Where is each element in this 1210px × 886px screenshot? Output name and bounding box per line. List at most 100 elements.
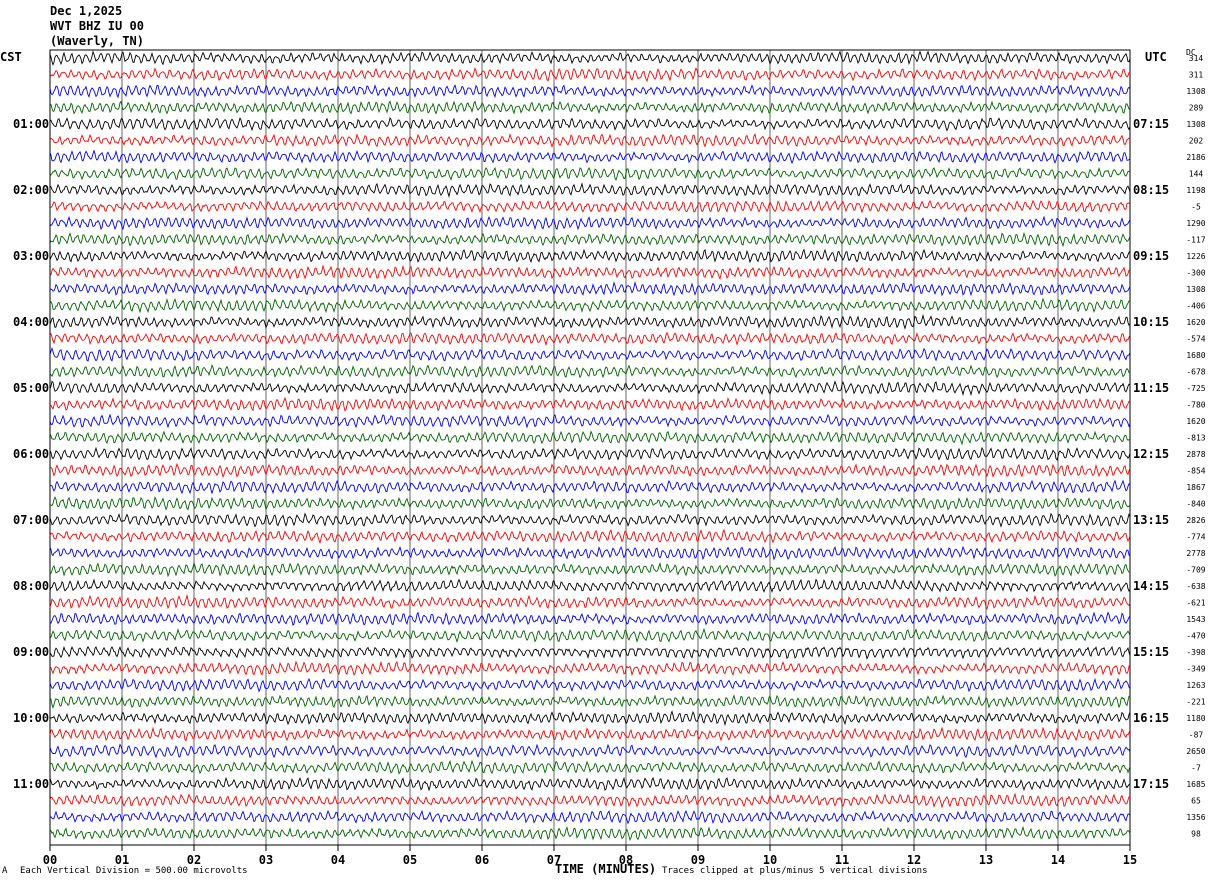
- dc-column-title: DC: [1186, 48, 1196, 57]
- seismic-trace: [49, 396, 1131, 412]
- dc-offset-label: 2826: [1186, 516, 1205, 525]
- seismic-trace: [49, 364, 1131, 379]
- x-tick-label: 02: [187, 853, 201, 867]
- x-tick-label: 15: [1123, 853, 1137, 867]
- utc-hour-label: 14:15: [1133, 579, 1169, 593]
- dc-offset-label: 144: [1189, 170, 1204, 179]
- dc-offset-label: 2186: [1186, 153, 1205, 162]
- seismic-trace: [49, 545, 1131, 561]
- seismic-trace: [49, 313, 1131, 330]
- cst-hour-label: 09:00: [13, 645, 49, 659]
- dc-offset-label: 1620: [1186, 318, 1205, 327]
- utc-hour-label: 11:15: [1133, 381, 1169, 395]
- x-tick-label: 01: [115, 853, 129, 867]
- x-axis-title: TIME (MINUTES): [555, 862, 657, 876]
- seismic-trace: [49, 726, 1131, 742]
- station-location: (Waverly, TN): [50, 34, 144, 48]
- dc-offset-label: -709: [1186, 566, 1205, 575]
- utc-hour-label: 07:15: [1133, 117, 1169, 131]
- x-tick-label: 06: [475, 853, 489, 867]
- utc-hour-label: 17:15: [1133, 777, 1169, 791]
- dc-offset-label: -221: [1186, 698, 1205, 707]
- dc-offset-label: 1180: [1186, 714, 1205, 723]
- dc-offset-label: 1620: [1186, 417, 1205, 426]
- dc-offset-label: -7: [1191, 764, 1201, 773]
- dc-offset-label: -470: [1186, 632, 1205, 641]
- seismic-trace: [49, 297, 1131, 314]
- dc-offset-label: 289: [1189, 104, 1204, 113]
- seismic-trace: [49, 67, 1131, 83]
- seismic-trace: [49, 446, 1131, 462]
- seismic-trace: [49, 759, 1131, 775]
- x-tick-label: 12: [907, 853, 921, 867]
- utc-hour-label: 12:15: [1133, 447, 1169, 461]
- cst-hour-label: 02:00: [13, 183, 49, 197]
- dc-offset-label: 1680: [1186, 351, 1205, 360]
- seismic-trace: [49, 593, 1131, 610]
- seismic-trace: [49, 825, 1131, 842]
- dc-offset-label: -300: [1186, 269, 1205, 278]
- dc-offset-label: -87: [1189, 731, 1204, 740]
- utc-hour-label: 08:15: [1133, 183, 1169, 197]
- seismic-trace: [49, 462, 1131, 479]
- seismic-trace: [49, 496, 1131, 511]
- seismic-trace: [49, 611, 1131, 626]
- seismic-trace: [49, 331, 1131, 347]
- seismic-trace: [49, 710, 1131, 727]
- seismic-trace: [49, 215, 1131, 231]
- cst-hour-label: 10:00: [13, 711, 49, 725]
- dc-offset-label: 1308: [1186, 120, 1205, 129]
- seismic-trace: [49, 133, 1131, 149]
- x-tick-label: 09: [691, 853, 705, 867]
- utc-hour-label: 10:15: [1133, 315, 1169, 329]
- dc-offset-label: 1263: [1186, 681, 1205, 690]
- utc-hour-label: 15:15: [1133, 645, 1169, 659]
- seismic-trace: [49, 694, 1131, 710]
- utc-hour-label: 16:15: [1133, 711, 1169, 725]
- seismic-trace: [49, 578, 1131, 593]
- seismic-trace: [49, 660, 1131, 677]
- seismic-trace: [49, 792, 1131, 809]
- x-tick-label: 08: [619, 853, 633, 867]
- cst-hour-label: 01:00: [13, 117, 49, 131]
- seismic-trace: [49, 413, 1131, 429]
- seismic-trace: [49, 116, 1131, 132]
- dc-offset-label: 2778: [1186, 549, 1205, 558]
- seismic-trace: [49, 149, 1131, 165]
- seismic-trace: [49, 83, 1131, 99]
- dc-offset-label: 2878: [1186, 450, 1205, 459]
- dc-offset-label: -5: [1191, 203, 1201, 212]
- x-tick-label: 11: [835, 853, 849, 867]
- dc-offset-label: -780: [1186, 401, 1205, 410]
- seismic-trace: [49, 430, 1131, 446]
- dc-offset-label: -574: [1186, 335, 1205, 344]
- utc-hour-label: 13:15: [1133, 513, 1169, 527]
- dc-offset-label: -854: [1186, 467, 1205, 476]
- cst-hour-label: 08:00: [13, 579, 49, 593]
- scale-note: Each Vertical Division = 500.00 microvol…: [20, 866, 248, 876]
- x-tick-label: 05: [403, 853, 417, 867]
- dc-offset-label: 2650: [1186, 747, 1205, 756]
- dc-offset-label: -813: [1186, 434, 1205, 443]
- x-tick-label: 13: [979, 853, 993, 867]
- seismic-trace: [49, 347, 1131, 362]
- dc-offset-label: -840: [1186, 500, 1205, 509]
- seismic-trace: [49, 776, 1131, 792]
- dc-offset-label: -117: [1186, 236, 1205, 245]
- left-timezone-label: CST: [0, 50, 22, 64]
- seismic-trace: [49, 479, 1131, 495]
- cst-hour-label: 07:00: [13, 513, 49, 527]
- dc-offset-label: 311: [1189, 71, 1204, 80]
- x-tick-label: 07: [547, 853, 561, 867]
- dc-offset-label: -678: [1186, 368, 1205, 377]
- seismic-trace: [49, 645, 1131, 660]
- seismic-trace: [49, 512, 1131, 528]
- x-tick-label: 14: [1051, 853, 1065, 867]
- seismic-trace: [49, 50, 1131, 66]
- seismic-trace: [49, 281, 1131, 297]
- dc-offset-label: 1308: [1186, 87, 1205, 96]
- dc-offset-label: 1867: [1186, 483, 1205, 492]
- right-timezone-label: UTC: [1145, 50, 1167, 64]
- dc-offset-label: -349: [1186, 665, 1205, 674]
- dc-offset-label: -621: [1186, 599, 1205, 608]
